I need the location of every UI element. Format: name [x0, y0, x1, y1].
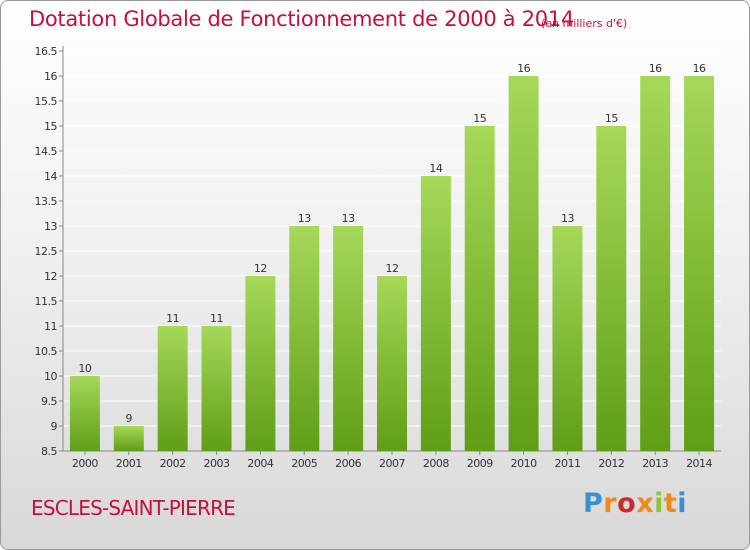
- y-tick-label: 8.5: [41, 445, 57, 458]
- x-tick-label: 2011: [554, 457, 580, 470]
- bar: [201, 326, 232, 451]
- y-tick-label: 12.5: [35, 245, 58, 258]
- bar: [113, 426, 144, 451]
- y-tick-label: 10.5: [35, 345, 58, 358]
- y-tick-label: 14.5: [35, 145, 58, 158]
- x-tick-label: 2007: [379, 457, 405, 470]
- data-label: 15: [605, 112, 618, 125]
- data-label: 13: [298, 212, 311, 225]
- bar: [333, 226, 364, 451]
- x-tick-label: 2000: [72, 457, 98, 470]
- y-tick-label: 14: [44, 170, 57, 183]
- y-tick-label: 15.5: [35, 95, 58, 108]
- x-tick-label: 2014: [686, 457, 712, 470]
- bar: [684, 76, 715, 451]
- y-tick-label: 9.5: [41, 395, 57, 408]
- data-label: 16: [517, 62, 530, 75]
- bar: [377, 276, 407, 451]
- x-tick-label: 2008: [423, 457, 449, 470]
- bar: [289, 226, 320, 451]
- y-tick-label: 11.5: [35, 295, 58, 308]
- data-label: 9: [126, 412, 133, 425]
- data-label: 12: [386, 262, 399, 275]
- x-tick-label: 2006: [335, 457, 361, 470]
- chart-unit: (en milliers d'€): [541, 17, 628, 30]
- data-label: 13: [342, 212, 355, 225]
- x-tick-label: 2009: [467, 457, 493, 470]
- bar: [420, 176, 451, 451]
- data-label: 16: [693, 62, 706, 75]
- proxiti-logo: Proxiti: [583, 488, 688, 519]
- x-tick-label: 2010: [511, 457, 537, 470]
- commune-name: ESCLES-SAINT-PIERRE: [31, 496, 236, 520]
- bar: [552, 226, 583, 451]
- y-tick-label: 13.5: [35, 195, 58, 208]
- bar: [69, 376, 100, 451]
- y-tick-label: 13: [44, 220, 57, 233]
- x-tick-label: 2001: [116, 457, 142, 470]
- chart-title: Dotation Globale de Fonctionnement de 20…: [29, 7, 574, 31]
- data-label: 14: [429, 162, 442, 175]
- bar: [245, 276, 276, 451]
- y-tick-label: 15: [44, 120, 57, 133]
- x-tick-label: 2002: [160, 457, 186, 470]
- bar: [640, 76, 671, 451]
- x-tick-label: 2013: [642, 457, 668, 470]
- data-label: 16: [649, 62, 662, 75]
- bar: [596, 126, 627, 451]
- x-tick-label: 2004: [247, 457, 273, 470]
- y-tick-label: 10: [44, 370, 57, 383]
- data-label: 11: [166, 312, 179, 325]
- y-tick-label: 9: [51, 420, 58, 433]
- x-tick-label: 2003: [204, 457, 230, 470]
- data-label: 11: [210, 312, 223, 325]
- y-tick-label: 12: [44, 270, 57, 283]
- x-tick-label: 2005: [291, 457, 317, 470]
- bar: [157, 326, 188, 451]
- x-tick-label: 2012: [598, 457, 624, 470]
- y-tick-label: 16: [44, 70, 57, 83]
- data-label: 12: [254, 262, 267, 275]
- data-label: 10: [78, 362, 91, 375]
- y-tick-label: 16.5: [35, 45, 58, 58]
- bar: [464, 126, 495, 451]
- bar: [508, 76, 539, 451]
- y-tick-label: 11: [44, 320, 57, 333]
- data-label: 13: [561, 212, 574, 225]
- data-label: 15: [473, 112, 486, 125]
